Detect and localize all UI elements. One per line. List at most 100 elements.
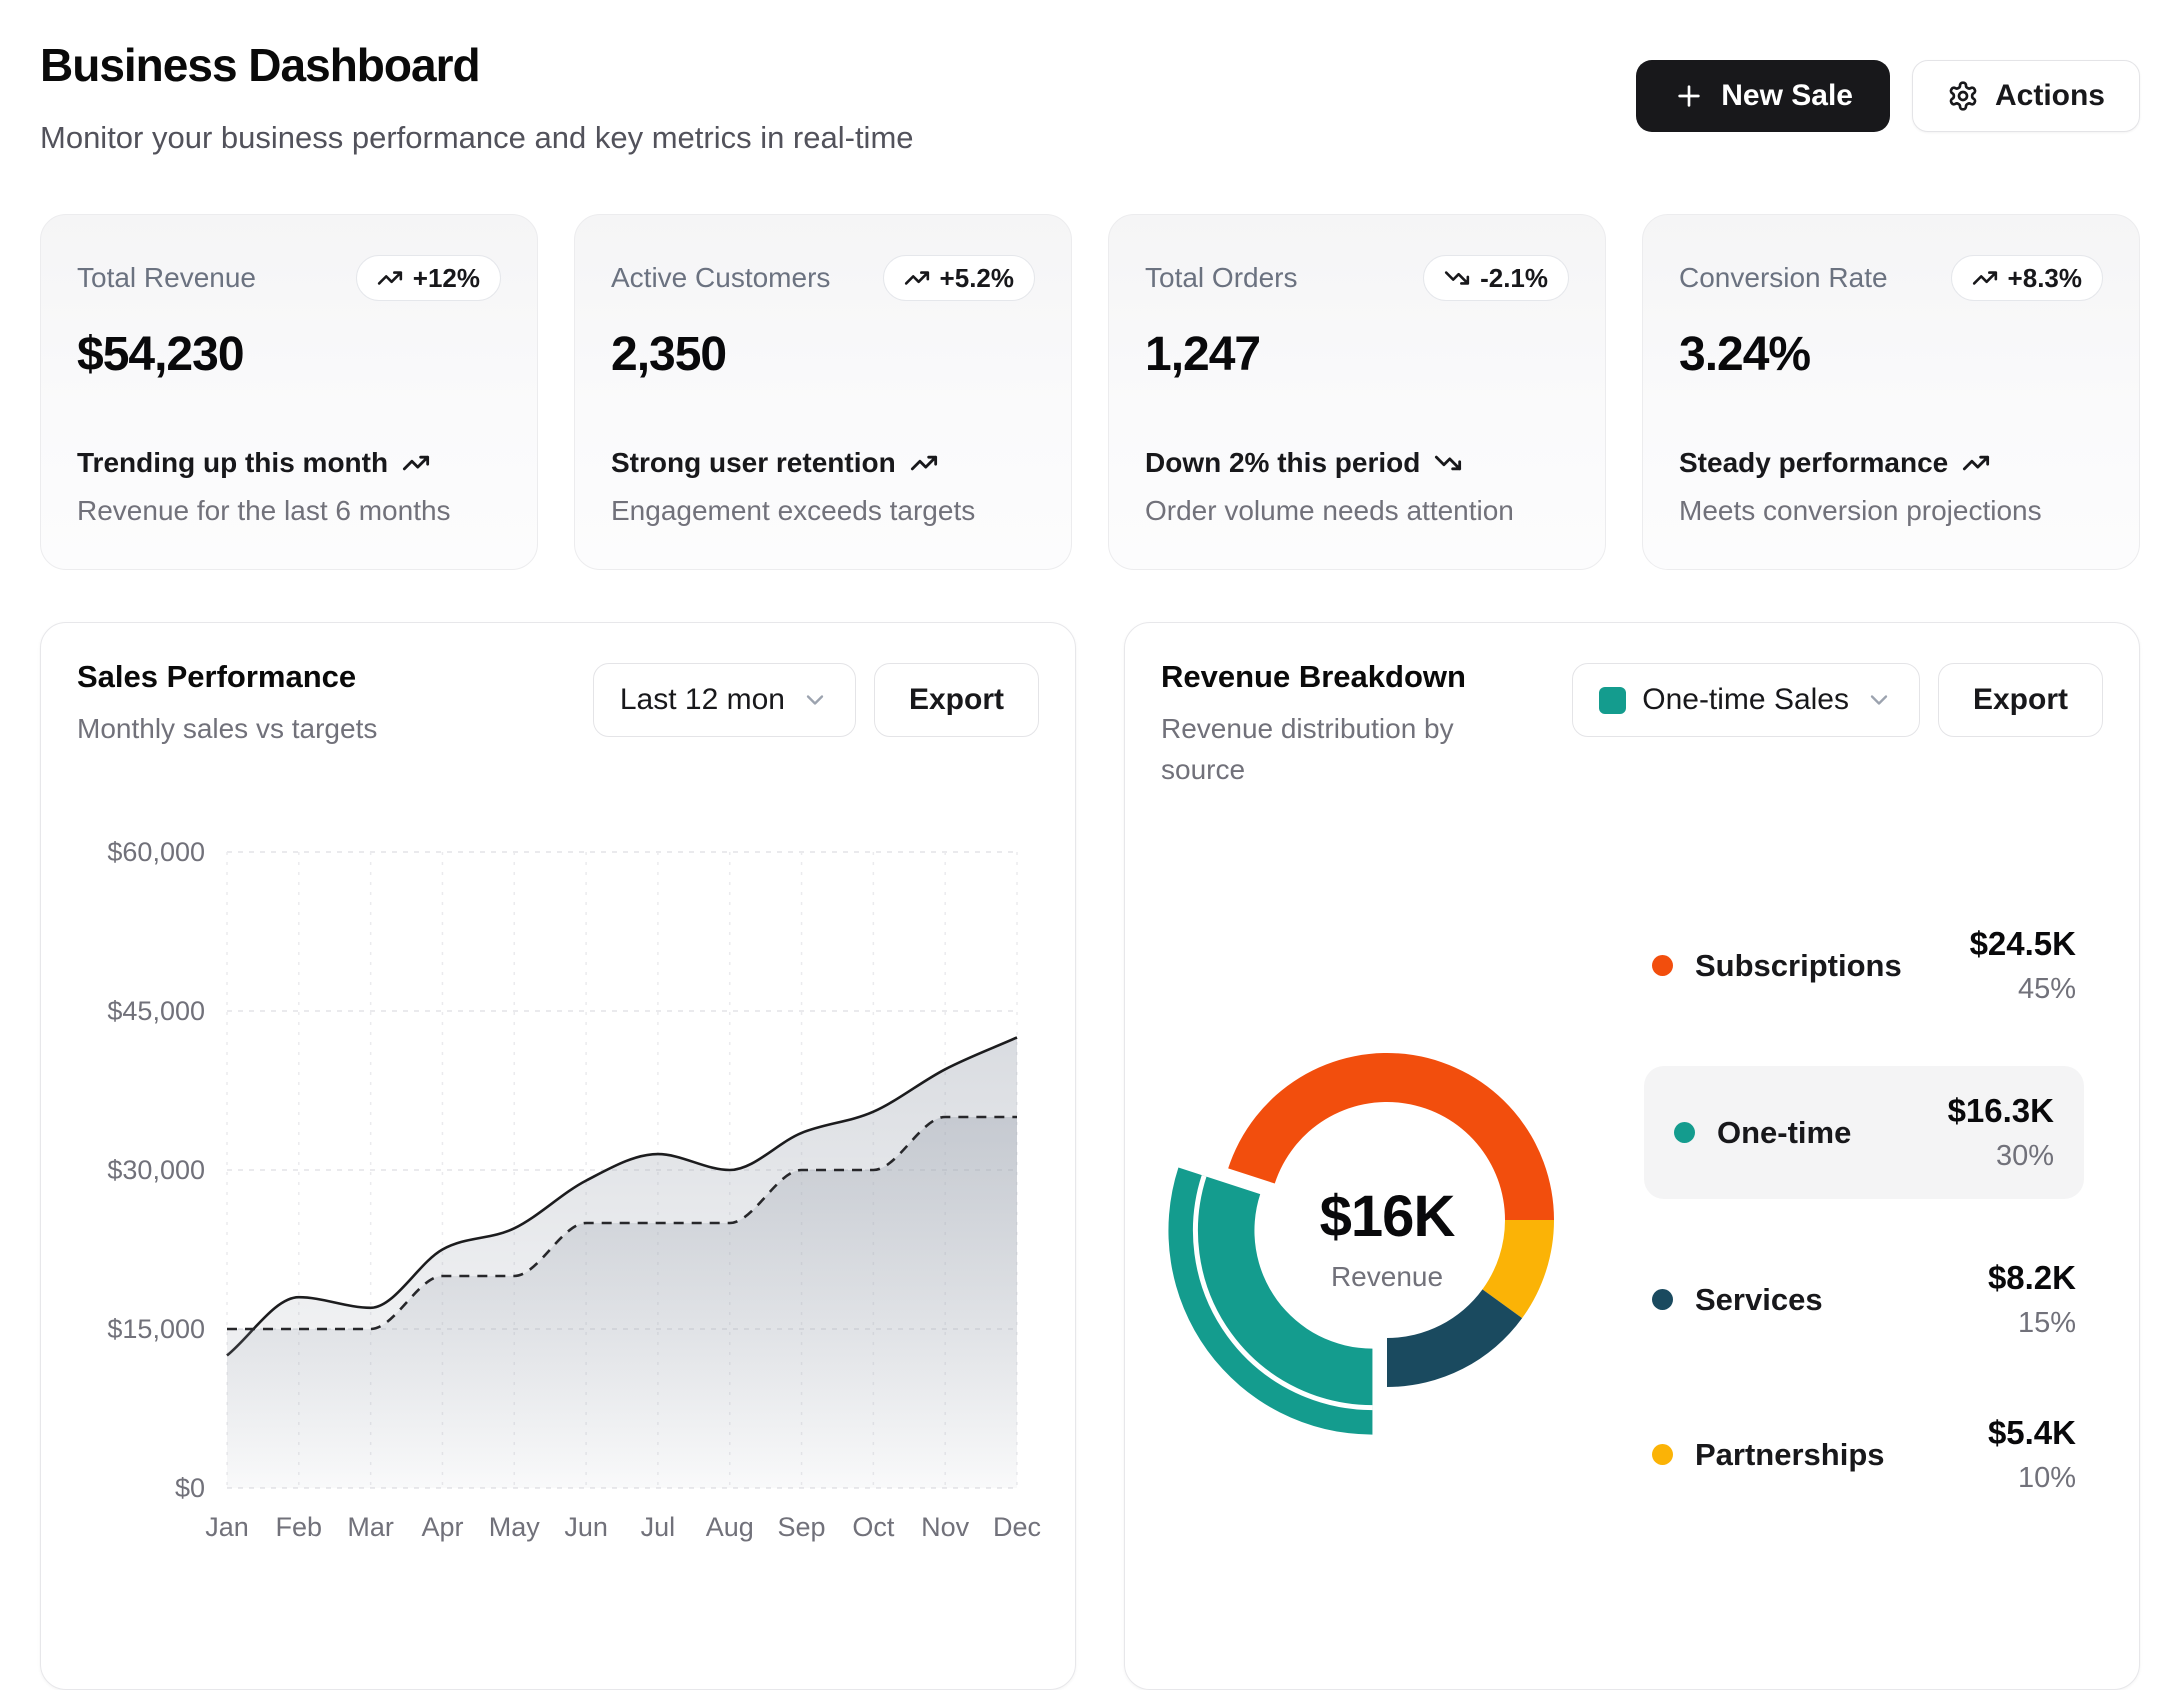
trend-badge: +12% — [355, 255, 501, 301]
revenue-donut-wrap: $16K Revenue — [1147, 980, 1627, 1460]
legend-pct: 10% — [2017, 1462, 2076, 1494]
legend-value: $24.5K — [1969, 925, 2076, 962]
stat-cards: Total Revenue +12% $54,230 Trending up t… — [40, 214, 2140, 570]
trend-icon — [377, 271, 402, 285]
trend-icon — [1963, 455, 1990, 471]
actions-button[interactable]: Actions — [1911, 60, 2140, 132]
sales-line-chart: $0 $15,000 $30,000 $45,000 $60,000 Jan Feb Mar A… — [107, 837, 1041, 1542]
stat-footer-title: Down 2% this period — [1145, 447, 1421, 478]
plus-icon — [1678, 85, 1700, 107]
legend-name: Subscriptions — [1695, 947, 1902, 983]
source-select-value: One-time Sales — [1642, 683, 1849, 716]
revenue-legend: Subscriptions $24.5K 45% One-time $16.3K… — [1644, 911, 2084, 1509]
trend-badge-value: +5.2% — [939, 262, 1014, 293]
stat-card-active-customers: Active Customers +5.2% 2,350 Strong user… — [574, 214, 1072, 570]
legend-name: Services — [1695, 1281, 1823, 1317]
stat-card-total-revenue: Total Revenue +12% $54,230 Trending up t… — [40, 214, 538, 570]
stat-card-total-orders: Total Orders -2.1% 1,247 Down 2% this pe… — [1108, 214, 1606, 570]
topbar: Business Dashboard Monitor your business… — [40, 38, 2140, 156]
legend-row-partnerships[interactable]: Partnerships $5.4K 10% — [1644, 1400, 2084, 1509]
svg-text:Oct: Oct — [852, 1512, 895, 1542]
stat-footer-subtitle: Revenue for the last 6 months — [77, 495, 451, 526]
range-select[interactable]: Last 12 mon — [592, 663, 856, 737]
svg-text:$60,000: $60,000 — [107, 837, 205, 867]
chevron-down-icon — [806, 695, 824, 705]
stat-footer-subtitle: Meets conversion projections — [1679, 495, 2042, 526]
stat-footer-title: Steady performance — [1679, 447, 1949, 478]
new-sale-button[interactable]: New Sale — [1636, 60, 1890, 132]
gear-icon — [1949, 81, 1977, 111]
stat-label: Total Revenue — [77, 262, 257, 293]
trend-badge-value: +12% — [412, 262, 480, 293]
svg-text:$15,000: $15,000 — [107, 1314, 205, 1344]
stat-label: Conversion Rate — [1679, 262, 1888, 293]
legend-name: One-time — [1717, 1114, 1852, 1150]
legend-row-one-time[interactable]: One-time $16.3K 30% — [1644, 1066, 2084, 1199]
donut-center-label: Revenue — [1331, 1261, 1443, 1292]
trend-icon — [403, 455, 430, 471]
sales-card-title: Sales Performance — [77, 659, 357, 694]
stat-footer-title: Strong user retention — [611, 447, 896, 478]
page-subtitle: Monitor your business performance and ke… — [40, 120, 914, 155]
stat-card-conversion-rate: Conversion Rate +8.3% 3.24% Steady perfo… — [1642, 214, 2140, 570]
svg-text:Dec: Dec — [993, 1512, 1041, 1542]
sales-performance-card: Sales Performance Monthly sales vs targe… — [40, 622, 1076, 1690]
revenue-export-button[interactable]: Export — [1937, 663, 2103, 737]
legend-row-services[interactable]: Services $8.2K 15% — [1644, 1245, 2084, 1354]
trend-badge-value: -2.1% — [1480, 262, 1548, 293]
stat-value: 1,247 — [1145, 328, 1261, 381]
stat-value: $54,230 — [77, 328, 245, 381]
sales-card-subtitle: Monthly sales vs targets — [77, 713, 378, 744]
revenue-card-heading: Revenue Breakdown Revenue distribution b… — [1161, 659, 1481, 790]
legend-pct: 30% — [1995, 1140, 2054, 1172]
trend-badge: -2.1% — [1423, 255, 1569, 301]
svg-text:Apr: Apr — [421, 1512, 463, 1542]
stat-footer-subtitle: Engagement exceeds targets — [611, 495, 976, 526]
trend-icon — [904, 271, 929, 285]
stat-value: 2,350 — [611, 328, 727, 381]
svg-text:Aug: Aug — [706, 1512, 754, 1542]
svg-text:Jun: Jun — [564, 1512, 608, 1542]
trend-icon — [1972, 271, 1997, 285]
svg-text:$30,000: $30,000 — [107, 1155, 205, 1185]
legend-dot — [1652, 1444, 1673, 1465]
stat-footer-subtitle: Order volume needs attention — [1145, 495, 1514, 526]
svg-text:May: May — [489, 1512, 541, 1542]
legend-dot — [1652, 955, 1673, 976]
svg-text:Nov: Nov — [921, 1512, 970, 1542]
trend-badge: +5.2% — [882, 255, 1035, 301]
topbar-actions: New Sale Actions — [1636, 60, 2140, 132]
range-select-value: Last 12 mon — [619, 683, 785, 716]
sales-card-heading: Sales Performance Monthly sales vs targe… — [77, 659, 377, 750]
stat-label: Total Orders — [1145, 262, 1298, 293]
svg-text:Sep: Sep — [778, 1512, 826, 1542]
new-sale-label: New Sale — [1721, 79, 1853, 112]
page-title: Business Dashboard — [40, 39, 481, 91]
svg-text:Jul: Jul — [641, 1512, 676, 1542]
trend-icon — [1444, 271, 1470, 285]
legend-row-subscriptions[interactable]: Subscriptions $24.5K 45% — [1644, 911, 2084, 1020]
legend-value: $5.4K — [1987, 1414, 2076, 1451]
svg-text:Mar: Mar — [347, 1512, 394, 1542]
trend-badge: +8.3% — [1950, 255, 2103, 301]
stat-label: Active Customers — [611, 262, 831, 293]
svg-text:Feb: Feb — [276, 1512, 323, 1542]
legend-name: Partnerships — [1695, 1436, 1885, 1472]
trend-icon — [1435, 455, 1462, 471]
revenue-card-subtitle: Revenue distribution by source — [1161, 713, 1454, 785]
chevron-down-icon — [1870, 695, 1888, 705]
page-heading: Business Dashboard Monitor your business… — [40, 38, 914, 156]
legend-pct: 45% — [2017, 973, 2076, 1005]
sales-export-button[interactable]: Export — [873, 663, 1039, 737]
revenue-donut-chart[interactable]: $16K Revenue — [1147, 980, 1627, 1460]
trend-badge-value: +8.3% — [2007, 262, 2082, 293]
revenue-breakdown-card: Revenue Breakdown Revenue distribution b… — [1124, 622, 2140, 1690]
svg-text:Jan: Jan — [205, 1512, 249, 1542]
trend-icon — [910, 455, 937, 471]
source-select[interactable]: One-time Sales — [1572, 663, 1920, 737]
legend-dot — [1674, 1122, 1695, 1143]
revenue-card-title: Revenue Breakdown — [1161, 659, 1466, 694]
svg-text:$0: $0 — [175, 1473, 205, 1503]
legend-dot — [1652, 1289, 1673, 1310]
